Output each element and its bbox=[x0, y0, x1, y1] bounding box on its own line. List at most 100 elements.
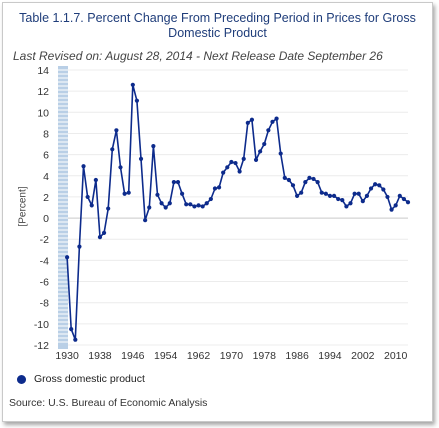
data-point[interactable] bbox=[282, 175, 287, 180]
source-note: Source: U.S. Bureau of Economic Analysis bbox=[9, 397, 208, 409]
data-point[interactable] bbox=[348, 201, 353, 206]
data-point[interactable] bbox=[81, 164, 86, 169]
data-point[interactable] bbox=[204, 201, 209, 206]
data-point[interactable] bbox=[163, 205, 168, 210]
data-point[interactable] bbox=[130, 82, 135, 87]
data-point[interactable] bbox=[249, 117, 255, 122]
data-point[interactable] bbox=[299, 190, 304, 195]
x-tick-label: 2002 bbox=[351, 350, 375, 362]
data-point[interactable] bbox=[356, 191, 361, 196]
data-point[interactable] bbox=[315, 180, 320, 185]
x-tick-label: 1994 bbox=[318, 350, 342, 362]
y-tick-label: -8 bbox=[40, 298, 49, 310]
data-point[interactable] bbox=[401, 196, 406, 202]
data-point[interactable] bbox=[278, 151, 283, 156]
data-point[interactable] bbox=[122, 191, 127, 196]
data-point[interactable] bbox=[311, 176, 316, 182]
y-tick-label: -6 bbox=[40, 277, 49, 289]
data-point[interactable] bbox=[151, 144, 156, 149]
data-point[interactable] bbox=[69, 327, 74, 332]
data-point[interactable] bbox=[216, 185, 222, 190]
data-point[interactable] bbox=[233, 160, 238, 166]
data-point[interactable] bbox=[393, 203, 398, 208]
data-point[interactable] bbox=[180, 191, 185, 196]
data-point[interactable] bbox=[286, 177, 291, 183]
data-point[interactable] bbox=[303, 180, 308, 185]
data-point[interactable] bbox=[114, 128, 119, 133]
data-point[interactable] bbox=[241, 156, 246, 161]
y-tick-label: 2 bbox=[43, 192, 49, 204]
data-point[interactable] bbox=[258, 149, 263, 154]
data-point[interactable] bbox=[73, 337, 78, 342]
y-tick-label: -2 bbox=[40, 234, 49, 246]
data-point[interactable] bbox=[373, 182, 378, 187]
data-point[interactable] bbox=[266, 128, 271, 133]
data-point[interactable] bbox=[352, 191, 357, 196]
data-point[interactable] bbox=[327, 193, 333, 198]
data-point[interactable] bbox=[192, 204, 197, 209]
data-point[interactable] bbox=[126, 190, 131, 195]
data-point[interactable] bbox=[200, 204, 205, 209]
data-point[interactable] bbox=[110, 147, 115, 152]
data-point[interactable] bbox=[212, 186, 218, 191]
data-point[interactable] bbox=[77, 244, 82, 249]
data-point[interactable] bbox=[295, 193, 300, 198]
data-point[interactable] bbox=[262, 141, 267, 147]
data-point[interactable] bbox=[221, 170, 226, 175]
data-point[interactable] bbox=[65, 255, 70, 260]
data-point[interactable] bbox=[143, 218, 148, 223]
y-tick-label: -12 bbox=[34, 340, 49, 352]
chart-title: Table 1.1.7. Percent Change From Precedi… bbox=[19, 11, 416, 40]
data-point[interactable] bbox=[184, 202, 189, 207]
data-point[interactable] bbox=[364, 193, 370, 198]
data-point[interactable] bbox=[208, 196, 213, 202]
data-point[interactable] bbox=[229, 159, 234, 165]
data-point[interactable] bbox=[171, 180, 176, 185]
y-tick-label: -10 bbox=[34, 319, 49, 331]
data-point[interactable] bbox=[147, 205, 152, 210]
data-point[interactable] bbox=[134, 98, 140, 103]
data-point[interactable] bbox=[340, 197, 345, 203]
data-point[interactable] bbox=[389, 207, 394, 212]
data-point[interactable] bbox=[225, 165, 230, 170]
data-point[interactable] bbox=[274, 116, 279, 121]
data-point[interactable] bbox=[167, 201, 172, 206]
x-tick-label: 1954 bbox=[154, 350, 178, 362]
data-point[interactable] bbox=[319, 190, 324, 195]
data-point[interactable] bbox=[270, 119, 275, 124]
data-point[interactable] bbox=[196, 203, 201, 208]
data-point[interactable] bbox=[188, 202, 193, 207]
data-point[interactable] bbox=[336, 196, 341, 202]
data-point[interactable] bbox=[405, 200, 411, 205]
data-point[interactable] bbox=[290, 183, 296, 188]
data-point[interactable] bbox=[159, 201, 164, 206]
data-point[interactable] bbox=[118, 165, 123, 170]
data-point[interactable] bbox=[245, 120, 250, 125]
data-point[interactable] bbox=[237, 169, 242, 174]
data-point[interactable] bbox=[93, 177, 98, 183]
x-tick-label: 1986 bbox=[285, 350, 309, 362]
data-point[interactable] bbox=[331, 193, 337, 198]
data-point[interactable] bbox=[344, 204, 349, 209]
data-point[interactable] bbox=[97, 235, 103, 240]
data-point[interactable] bbox=[85, 194, 90, 200]
data-point[interactable] bbox=[377, 183, 382, 188]
data-point[interactable] bbox=[323, 191, 328, 196]
data-point[interactable] bbox=[175, 180, 181, 185]
data-point[interactable] bbox=[101, 230, 107, 235]
data-point[interactable] bbox=[253, 157, 259, 163]
x-tick-label: 1946 bbox=[121, 350, 145, 362]
data-point[interactable] bbox=[360, 199, 365, 204]
data-point[interactable] bbox=[385, 194, 390, 200]
data-point[interactable] bbox=[397, 193, 402, 198]
x-tick-label: 1962 bbox=[187, 350, 211, 362]
plot-scroll-strip[interactable] bbox=[58, 66, 68, 349]
data-point[interactable] bbox=[138, 156, 144, 161]
data-point[interactable] bbox=[368, 186, 374, 191]
data-point[interactable] bbox=[307, 175, 312, 180]
legend[interactable]: Gross domestic product bbox=[17, 373, 145, 385]
data-point[interactable] bbox=[89, 203, 94, 208]
data-point[interactable] bbox=[155, 192, 160, 197]
data-point[interactable] bbox=[381, 187, 386, 192]
data-point[interactable] bbox=[106, 206, 111, 211]
